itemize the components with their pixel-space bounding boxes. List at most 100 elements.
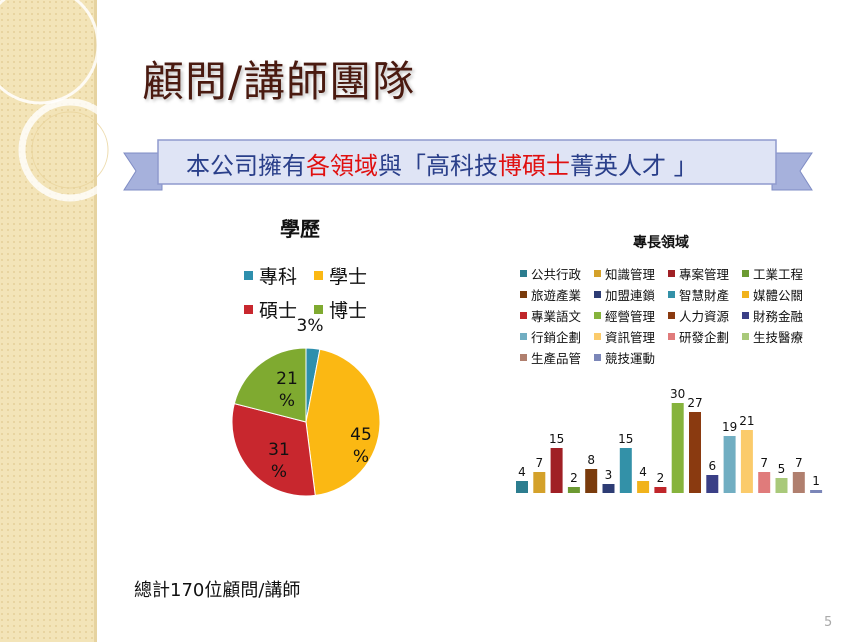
pie-legend-item: 博士 [314, 296, 367, 323]
bar-legend-item: 公共行政 [520, 264, 581, 283]
bar-data-label: 1 [812, 474, 820, 488]
legend-label: 行銷企劃 [531, 330, 582, 345]
bar-legend-item: 媒體公關 [742, 285, 803, 304]
bar-加盟連鎖 [602, 484, 615, 493]
bar-legend-item: 資訊管理 [594, 327, 655, 346]
bar-智慧財產 [619, 448, 632, 493]
bar-data-label: 2 [657, 471, 665, 485]
legend-label: 博士 [329, 300, 368, 322]
bar-legend-item: 經營管理 [594, 306, 655, 325]
bar-研發企劃 [758, 472, 771, 493]
legend-label: 專業語文 [531, 309, 582, 324]
legend-label: 工業工程 [753, 267, 804, 282]
banner-highlight: 博碩士 [498, 152, 570, 180]
legend-label: 生技醫療 [753, 330, 804, 345]
pie-slice-碩士 [231, 402, 316, 497]
bar-公共行政 [516, 481, 528, 493]
legend-label: 生產品管 [531, 351, 582, 366]
bar-data-label: 19 [722, 420, 737, 434]
banner-text: 本公司擁有各領域與「高科技博碩士菁英人才 」 [186, 146, 786, 181]
bar-媒體公關 [637, 481, 650, 493]
pie-data-label: % [271, 462, 287, 482]
bar-legend-item: 工業工程 [742, 264, 803, 283]
legend-swatch [520, 333, 527, 340]
legend-swatch [520, 312, 527, 319]
page-title: 顧問/講師團隊 [142, 57, 416, 106]
banner-part: 與「高科技 [378, 152, 498, 180]
legend-swatch [742, 312, 749, 319]
bar-legend-item: 旅遊產業 [520, 285, 581, 304]
bar-生技醫療 [775, 478, 788, 493]
ring-large [0, 0, 100, 105]
bar-legend-item: 研發企劃 [668, 327, 729, 346]
pie-data-label: 45 [350, 425, 372, 445]
pie-data-label: 21 [276, 369, 298, 389]
legend-swatch [594, 270, 601, 277]
pie-legend: 專科 學士 碩士 博士 [244, 262, 384, 322]
bar-人力資源 [689, 412, 701, 493]
legend-swatch [668, 312, 675, 319]
ribbon-body [157, 139, 777, 185]
bar-data-label: 7 [795, 456, 803, 470]
legend-label: 旅遊產業 [531, 288, 582, 303]
banner-part: 菁英人才 」 [570, 152, 698, 180]
legend-swatch [520, 270, 527, 277]
legend-label: 財務金融 [753, 309, 804, 324]
banner-part: 本公司擁有 [186, 152, 306, 180]
bar-data-label: 5 [778, 462, 786, 476]
legend-swatch [520, 291, 527, 298]
bar-財務金融 [706, 475, 719, 493]
pie-chart-title: 學歷 [280, 217, 320, 241]
bar-legend: 公共行政 知識管理 專案管理 工業工程旅遊產業 加盟連鎖 智慧財產 媒體公關專業語文 經營管理… [520, 264, 840, 367]
bar-data-label: 3 [605, 468, 613, 482]
pie-slice-學士 [305, 348, 381, 496]
bar-legend-item: 生技醫療 [742, 327, 803, 346]
legend-label: 加盟連鎖 [605, 288, 656, 303]
bar-legend-item: 競技運動 [594, 348, 655, 367]
bar-chart-title: 專長領域 [633, 235, 689, 251]
bar-經營管理 [671, 403, 684, 493]
legend-label: 碩士 [259, 300, 298, 322]
legend-swatch [244, 271, 253, 280]
bar-legend-item: 知識管理 [594, 264, 655, 283]
pie-data-label: 3% [297, 316, 324, 336]
bar-知識管理 [533, 472, 546, 493]
bar-data-label: 27 [687, 396, 702, 410]
legend-swatch [594, 354, 601, 361]
legend-swatch [742, 333, 749, 340]
legend-swatch [314, 305, 323, 314]
legend-label: 專案管理 [679, 267, 730, 282]
total-count: 總計170位顧問/講師 [134, 580, 301, 601]
legend-swatch [594, 291, 601, 298]
ring-medium [18, 98, 122, 202]
bar-資訊管理 [740, 430, 753, 493]
ribbon-left-tail [123, 152, 163, 191]
bar-data-label: 15 [549, 432, 564, 446]
pie-data-label: 31 [268, 440, 290, 460]
ring-medium-inner [31, 111, 109, 189]
bar-legend-item: 財務金融 [742, 306, 803, 325]
bar-data-label: 7 [760, 456, 768, 470]
legend-swatch [314, 271, 323, 280]
bar-專案管理 [550, 448, 563, 493]
legend-label: 競技運動 [605, 351, 656, 366]
legend-label: 研發企劃 [679, 330, 730, 345]
bar-行銷企劃 [723, 436, 736, 493]
legend-swatch [742, 270, 749, 277]
legend-swatch [520, 354, 527, 361]
legend-swatch [668, 270, 675, 277]
banner-highlight: 各領域 [306, 152, 378, 180]
bar-data-label: 2 [570, 471, 578, 485]
legend-label: 經營管理 [605, 309, 656, 324]
bar-競技運動 [810, 490, 823, 493]
bar-data-label: 4 [518, 465, 526, 479]
decorative-rings [0, 0, 122, 202]
bar-legend-item: 人力資源 [668, 306, 729, 325]
bar-legend-item: 智慧財產 [668, 285, 729, 304]
bar-data-label: 6 [708, 459, 716, 473]
legend-swatch [244, 305, 253, 314]
